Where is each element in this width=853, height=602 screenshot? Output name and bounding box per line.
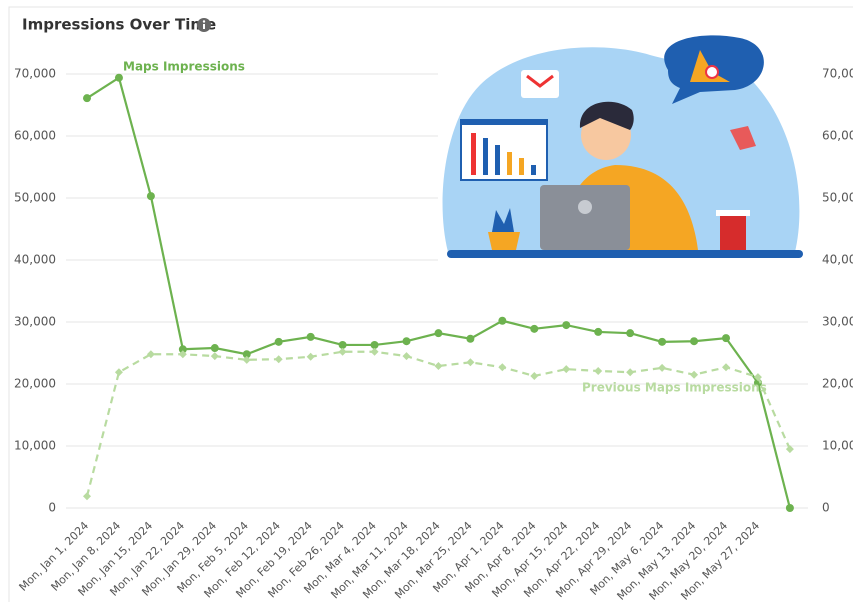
- point: [562, 365, 571, 374]
- chart-title: Impressions Over Time: [22, 16, 216, 34]
- point: [498, 363, 507, 372]
- point: [370, 340, 379, 349]
- series-line: [85, 350, 791, 497]
- point: [658, 363, 667, 372]
- y2-tick-label: 0: [822, 501, 830, 515]
- point: [562, 321, 571, 330]
- point: [242, 350, 251, 359]
- point: [370, 347, 379, 356]
- point: [785, 504, 794, 512]
- point: [594, 327, 603, 336]
- point: [626, 329, 635, 338]
- point: [753, 373, 762, 382]
- point: [146, 192, 155, 201]
- point: [338, 340, 347, 349]
- y-tick-label: 70,000: [14, 67, 56, 81]
- y-tick-label: 0: [48, 501, 56, 515]
- point: [306, 352, 315, 361]
- point: [83, 94, 91, 103]
- point: [690, 337, 699, 346]
- y-tick-label: 60,000: [14, 129, 56, 143]
- y2-tick-label: 20,000: [822, 377, 853, 391]
- y2-tick-label: 40,000: [822, 253, 853, 267]
- illustration: [438, 30, 810, 266]
- y-tick-label: 50,000: [14, 191, 56, 205]
- point: [402, 352, 411, 361]
- point: [306, 332, 315, 341]
- point: [242, 355, 251, 364]
- point: [466, 334, 475, 343]
- point: [785, 445, 794, 454]
- point: [114, 368, 123, 377]
- point: [690, 370, 699, 379]
- y-tick-label: 20,000: [14, 377, 56, 391]
- point: [114, 73, 123, 82]
- y-tick-label: 40,000: [14, 253, 56, 267]
- point: [530, 324, 539, 333]
- point: [626, 368, 635, 377]
- y2-tick-label: 10,000: [822, 439, 853, 453]
- point: [402, 337, 411, 346]
- series-label: Previous Maps Impressions: [582, 381, 767, 395]
- y2-tick-label: 60,000: [822, 129, 853, 143]
- y2-tick-label: 50,000: [822, 191, 853, 205]
- point: [146, 350, 155, 359]
- point: [530, 371, 539, 380]
- point: [466, 358, 475, 367]
- point: [722, 334, 730, 343]
- info-icon[interactable]: [197, 18, 211, 32]
- point: [498, 316, 507, 325]
- point: [178, 350, 187, 359]
- point: [274, 355, 283, 364]
- y-tick-label: 10,000: [14, 439, 56, 453]
- point: [658, 337, 667, 346]
- point: [338, 347, 347, 356]
- point: [83, 492, 91, 501]
- point: [434, 362, 443, 371]
- point: [722, 363, 730, 372]
- point: [178, 345, 187, 354]
- y-tick-label: 30,000: [14, 315, 56, 329]
- series-label: Maps Impressions: [123, 60, 245, 74]
- point: [210, 344, 219, 353]
- point: [594, 366, 603, 375]
- point: [274, 337, 283, 346]
- point: [210, 352, 219, 361]
- y2-tick-label: 30,000: [822, 315, 853, 329]
- y2-tick-label: 70,000: [822, 67, 853, 81]
- point: [434, 329, 443, 338]
